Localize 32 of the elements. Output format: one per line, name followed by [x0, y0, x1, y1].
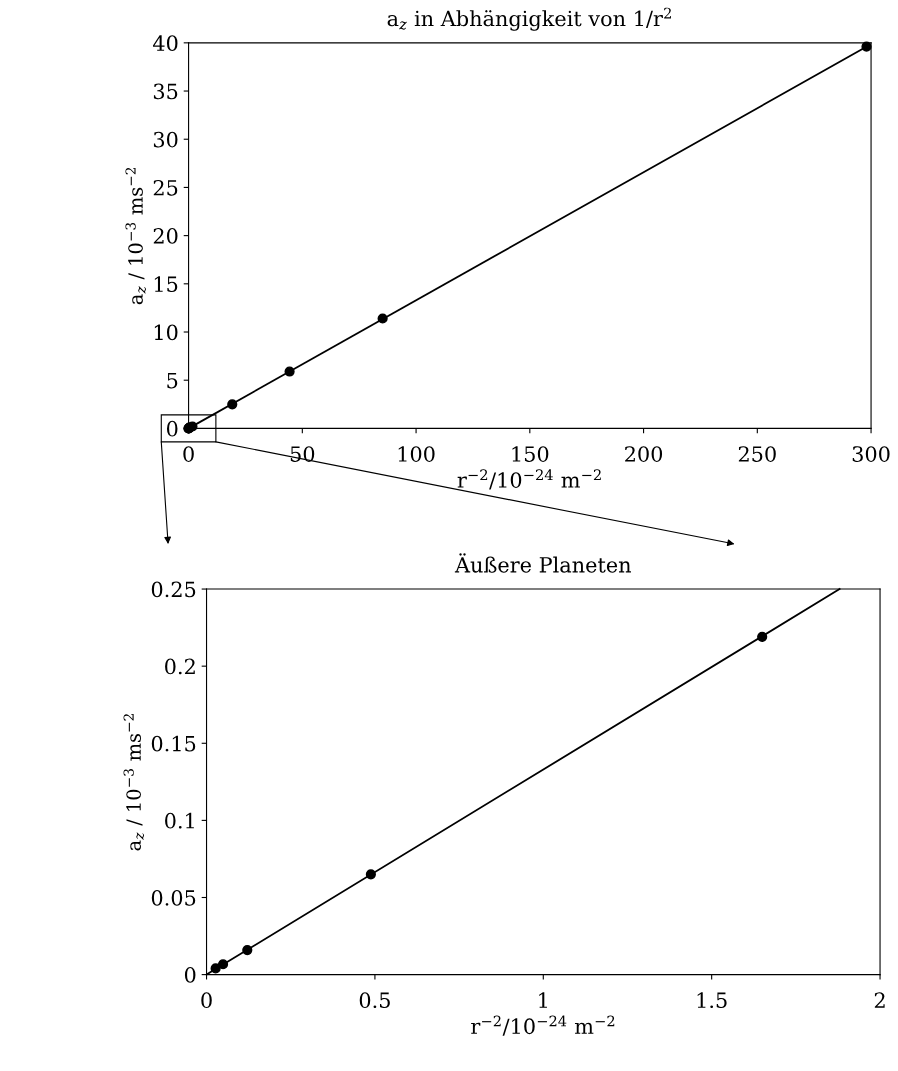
x-tick-label: 250	[738, 446, 776, 462]
x-tick-label: 50	[290, 446, 315, 462]
x-tick-label: 0.5	[359, 992, 390, 1009]
y-tick-label: 0.05	[151, 889, 196, 906]
y-tick-label: 0.2	[165, 658, 195, 675]
x-tick-label: 150	[512, 446, 549, 462]
chart-title: a$_{z}$ in Abhängigkeit von 1/r$^{2}$	[387, 7, 671, 31]
y-tick-label: 10	[154, 324, 178, 341]
x-tick-label: 0	[201, 992, 212, 1009]
x-tick-label: 1.5	[697, 992, 727, 1009]
y-tick-label: 0	[166, 420, 178, 437]
x-axis-title: r$^{−2}$/10$^{−24}$ m$^{−2}$	[457, 469, 601, 490]
x-tick-label: 1	[539, 992, 547, 1008]
y-tick-label: 40	[152, 35, 178, 52]
chart-title: Äußere Planeten	[454, 553, 631, 573]
x-axis-title: r$^{−2}$/10$^{−24}$ m$^{−2}$	[471, 1015, 615, 1036]
y-tick-label: 35	[153, 83, 178, 100]
y-tick-label: 15	[154, 276, 178, 293]
y-tick-label: 0.15	[151, 735, 196, 752]
y-tick-label: 0.1	[165, 812, 194, 829]
x-tick-label: 300	[852, 446, 890, 462]
x-tick-label: 100	[398, 446, 435, 462]
y-tick-label: 20	[153, 228, 178, 244]
x-tick-label: 2	[874, 992, 885, 1008]
y-tick-label: 30	[153, 131, 178, 148]
y-tick-label: 0	[184, 967, 196, 983]
y-axis-title: a$_{z}$ / 10$^{−3}$ ms$^{−2}$	[125, 167, 146, 305]
y-tick-label: 0.25	[151, 581, 196, 598]
x-tick-label: 200	[625, 446, 663, 462]
y-axis-title: a$_{z}$ / 10$^{−3}$ ms$^{−2}$	[123, 714, 145, 851]
y-tick-label: 25	[153, 179, 178, 196]
y-tick-label: 5	[167, 372, 178, 389]
